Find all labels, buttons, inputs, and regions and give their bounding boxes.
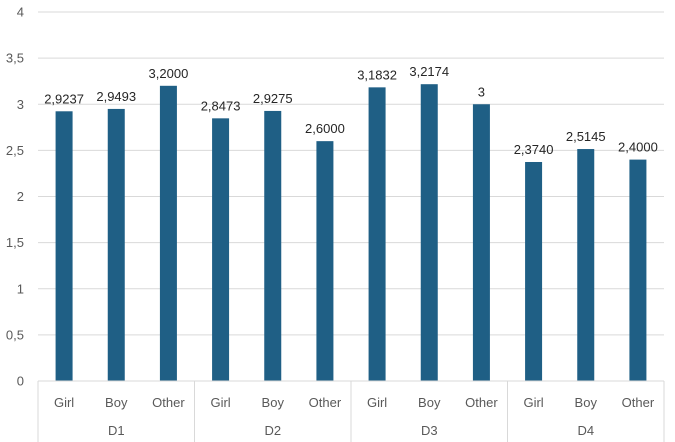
bar-d1-girl xyxy=(55,111,73,382)
bar-d4-girl xyxy=(525,161,543,381)
bar-d2-girl xyxy=(212,118,230,381)
x-category-label: Girl xyxy=(367,395,387,410)
y-tick-label: 3 xyxy=(17,97,24,112)
data-labels: 2,9237 2,9493 3,2000 2,8473 2,9275 2,6000 3,18… xyxy=(44,64,658,157)
x-group-label: D3 xyxy=(421,423,438,438)
gridlines xyxy=(38,11,664,336)
x-category-label: Boy xyxy=(262,395,285,410)
bar-d2-other xyxy=(316,141,334,381)
x-category-label: Other xyxy=(465,395,498,410)
y-tick-label: 0 xyxy=(17,374,24,389)
y-tick-label: 3,5 xyxy=(6,51,24,66)
data-label: 3 xyxy=(478,84,485,99)
bar-d1-boy xyxy=(107,108,125,382)
x-category-label: Boy xyxy=(575,395,598,410)
data-label: 2,8473 xyxy=(201,98,241,113)
y-tick-label: 1 xyxy=(17,281,24,296)
x-group-label: D4 xyxy=(577,423,594,438)
y-tick-label: 4 xyxy=(17,5,24,20)
x-category-label: Girl xyxy=(54,395,74,410)
bar-d4-boy xyxy=(577,149,595,381)
x-axis: Girl Boy Other D1 Girl Boy Other D2 Girl Boy Other… xyxy=(37,380,665,442)
data-label: 2,9275 xyxy=(253,91,293,106)
data-label: 2,4000 xyxy=(618,140,658,155)
data-label: 2,9237 xyxy=(44,91,84,106)
data-label: 3,2000 xyxy=(149,66,189,81)
data-label: 3,2174 xyxy=(409,64,449,79)
x-group-label: D1 xyxy=(108,423,125,438)
x-category-label: Other xyxy=(622,395,655,410)
data-label: 3,1832 xyxy=(357,67,397,82)
x-group-label: D2 xyxy=(264,423,281,438)
y-tick-label: 0,5 xyxy=(6,327,24,342)
x-category-label: Other xyxy=(152,395,185,410)
data-label: 2,3740 xyxy=(514,142,554,157)
x-category-label: Other xyxy=(309,395,342,410)
y-axis-tick-labels: 0 0,5 1 1,5 2 2,5 3 3,5 4 xyxy=(6,5,24,389)
data-label: 2,5145 xyxy=(566,129,606,144)
y-tick-label: 2,5 xyxy=(6,143,24,158)
bar-d3-other xyxy=(472,104,490,381)
x-category-label: Boy xyxy=(105,395,128,410)
y-tick-label: 1,5 xyxy=(6,235,24,250)
data-label: 2,9493 xyxy=(96,89,136,104)
bar-d1-other xyxy=(159,85,177,382)
bar-d2-boy xyxy=(264,110,282,382)
bar-d3-girl xyxy=(368,87,386,382)
bars xyxy=(55,84,647,382)
bar-d3-boy xyxy=(420,84,438,381)
bar-d4-other xyxy=(629,159,647,381)
y-tick-label: 2 xyxy=(17,189,24,204)
x-category-label: Girl xyxy=(210,395,230,410)
x-category-label: Girl xyxy=(523,395,543,410)
data-label: 2,6000 xyxy=(305,121,345,136)
x-category-label: Boy xyxy=(418,395,441,410)
